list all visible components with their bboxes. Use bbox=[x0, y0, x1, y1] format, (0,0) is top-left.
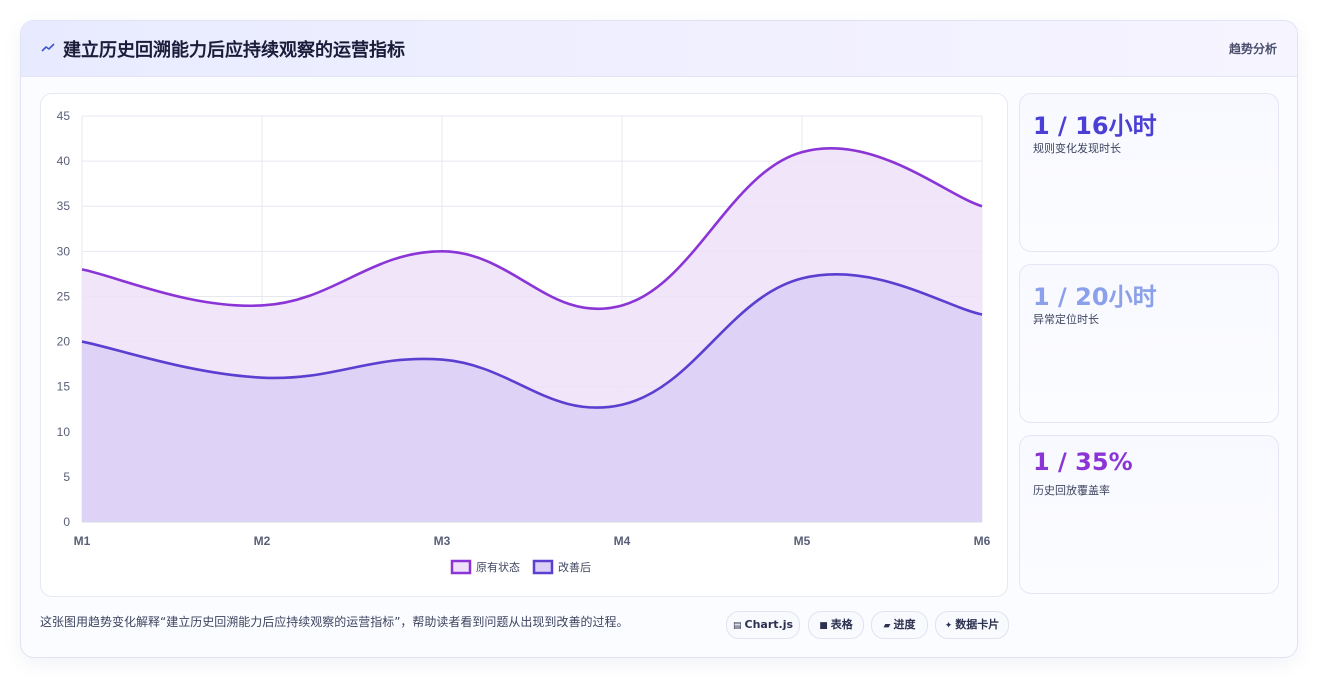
x-tick-label: M3 bbox=[434, 534, 451, 548]
y-tick-label: 20 bbox=[57, 335, 71, 349]
table-icon: ■ bbox=[819, 621, 828, 631]
y-tick-label: 25 bbox=[57, 289, 71, 303]
chip-label: 进度 bbox=[893, 618, 916, 631]
chip-table[interactable]: ■ 表格 bbox=[808, 611, 864, 639]
y-tick-label: 45 bbox=[57, 109, 71, 123]
y-tick-label: 10 bbox=[57, 425, 71, 439]
y-tick-label: 0 bbox=[63, 515, 70, 529]
chip-data-cards[interactable]: ✦ 数据卡片 bbox=[935, 611, 1009, 639]
x-tick-label: M6 bbox=[974, 534, 991, 548]
kpi-value: 1 / 20小时 bbox=[1033, 283, 1157, 311]
chart-caption: 这张图用趋势变化解释“建立历史回溯能力后应持续观察的运营指标”，帮助读者看到问题… bbox=[40, 615, 629, 629]
series-area-1 bbox=[82, 274, 982, 522]
sparkle-icon: ✦ bbox=[944, 621, 953, 631]
chart-icon: ▤ bbox=[732, 621, 742, 631]
x-tick-label: M4 bbox=[614, 534, 631, 548]
kpi-card-anomaly: 1 / 20小时 异常定位时长 bbox=[1019, 264, 1279, 423]
trend-analysis-tag: 趋势分析 bbox=[1228, 42, 1277, 56]
progress-icon: ▰ bbox=[883, 621, 891, 631]
card-header: 建立历史回溯能力后应持续观察的运营指标 趋势分析 bbox=[21, 21, 1297, 77]
series-line-1 bbox=[81, 273, 983, 409]
chip-label: 表格 bbox=[830, 618, 853, 631]
kpi-label: 历史回放覆盖率 bbox=[1033, 484, 1110, 497]
x-tick-label: M5 bbox=[794, 534, 811, 548]
dashboard-card: 建立历史回溯能力后应持续观察的运营指标 趋势分析 0 5 10 15 20 25 30 35 4… bbox=[20, 20, 1298, 658]
legend-swatch bbox=[450, 559, 472, 575]
kpi-value: 1 / 35% bbox=[1033, 448, 1133, 476]
area-chart: 0 5 10 15 20 25 30 35 40 45 M1 M2 M3 M4 M5 M6 原有状态 改善后 bbox=[57, 109, 991, 575]
y-tick-label: 30 bbox=[57, 244, 71, 258]
series-line-0 bbox=[81, 146, 983, 311]
y-tick-label: 15 bbox=[57, 380, 71, 394]
kpi-value: 1 / 16小时 bbox=[1033, 112, 1157, 140]
x-tick-label: M1 bbox=[74, 534, 91, 548]
kpi-card-replay-coverage: 1 / 35% 历史回放覆盖率 bbox=[1019, 435, 1279, 594]
kpi-label: 规则变化发现时长 bbox=[1033, 142, 1121, 155]
page-title: 建立历史回溯能力后应持续观察的运营指标 bbox=[63, 40, 405, 61]
trend-line-icon bbox=[41, 43, 55, 52]
chip-progress[interactable]: ▰ 进度 bbox=[871, 611, 928, 639]
y-tick-label: 35 bbox=[57, 199, 71, 213]
chip-chartjs[interactable]: ▤ Chart.js bbox=[726, 611, 800, 639]
legend-swatch bbox=[532, 559, 554, 575]
chip-label: Chart.js bbox=[744, 618, 794, 631]
chart-panel: 0 5 10 15 20 25 30 35 40 45 M1 M2 M3 M4 M5 M6 原有状态 改善后 bbox=[40, 93, 1008, 597]
chip-label: 数据卡片 bbox=[955, 618, 1000, 631]
legend-label: 改善后 bbox=[558, 560, 591, 574]
legend-label: 原有状态 bbox=[476, 560, 520, 574]
kpi-card-rule-change: 1 / 16小时 规则变化发现时长 bbox=[1019, 93, 1279, 252]
x-tick-label: M2 bbox=[254, 534, 271, 548]
y-tick-label: 40 bbox=[57, 154, 71, 168]
kpi-label: 异常定位时长 bbox=[1033, 313, 1099, 326]
y-tick-label: 5 bbox=[63, 470, 70, 484]
